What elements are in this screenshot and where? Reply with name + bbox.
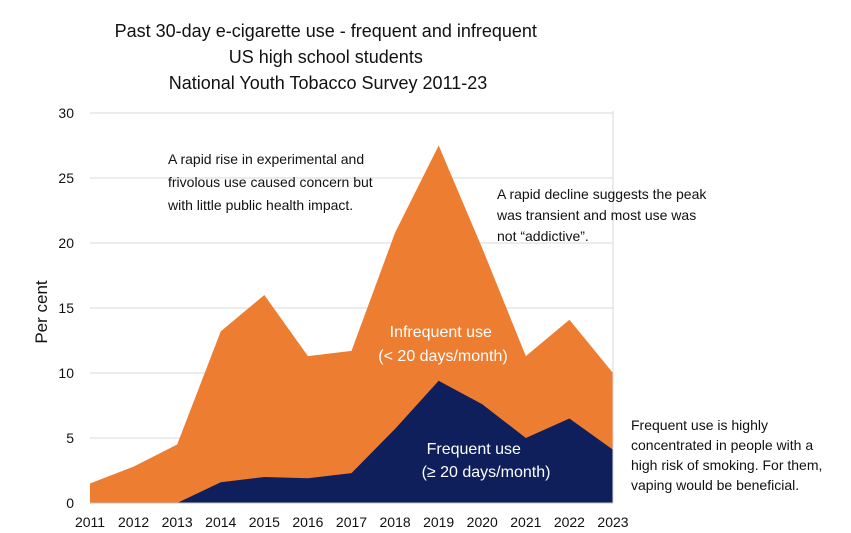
- y-tick-label: 10: [58, 365, 74, 381]
- x-tick-label: 2017: [336, 514, 367, 530]
- x-axis-ticks: 2011 2012 2013 2014 2015 2016 2017 2018 2019 2020…: [75, 514, 629, 530]
- annotation-line: vaping would be beneficial.: [631, 477, 799, 493]
- series-label-line: Frequent use: [427, 441, 521, 458]
- annotation-line: with little public health impact.: [167, 197, 353, 213]
- x-tick-label: 2022: [554, 514, 585, 530]
- annotation-line: Frequent use is highly: [631, 417, 768, 433]
- x-tick-label: 2016: [292, 514, 323, 530]
- x-tick-label: 2012: [118, 514, 149, 530]
- x-tick-label: 2011: [75, 514, 105, 530]
- annotation-line: concentrated in people with a: [631, 437, 813, 453]
- y-tick-label: 25: [58, 170, 74, 186]
- x-tick-label: 2018: [380, 514, 411, 530]
- x-tick-label: 2023: [597, 514, 628, 530]
- series-label-infrequent: Infrequent use (< 20 days/month): [378, 324, 507, 365]
- chart-title-line: Past 30-day e-cigarette use - frequent a…: [115, 21, 537, 41]
- y-tick-label: 15: [58, 300, 74, 316]
- chart-title: Past 30-day e-cigarette use - frequent a…: [115, 21, 542, 93]
- x-tick-label: 2013: [162, 514, 193, 530]
- series-label-line: Infrequent use: [390, 324, 492, 341]
- x-tick-label: 2015: [249, 514, 280, 530]
- annotation-line: A rapid rise in experimental and: [168, 151, 364, 167]
- annotation-rise: A rapid rise in experimental and frivolo…: [167, 151, 377, 213]
- y-axis-ticks: 0 5 10 15 20 25 30: [58, 105, 74, 511]
- chart-title-line: US high school students: [229, 47, 423, 67]
- areas: [90, 145, 613, 504]
- x-tick-label: 2020: [467, 514, 498, 530]
- y-tick-label: 0: [66, 495, 74, 511]
- series-label-line: (< 20 days/month): [378, 348, 507, 365]
- annotation-decline: A rapid decline suggests the peak was tr…: [496, 186, 711, 244]
- x-tick-label: 2019: [423, 514, 454, 530]
- annotation-line: frivolous use caused concern but: [168, 174, 373, 190]
- annotation-line: not “addictive”.: [497, 228, 589, 244]
- annotation-line: was transient and most use was: [496, 207, 696, 223]
- chart-title-line: National Youth Tobacco Survey 2011-23: [169, 73, 488, 93]
- y-tick-label: 5: [66, 430, 74, 446]
- series-label-line: (≥ 20 days/month): [422, 464, 551, 481]
- annotation-line: high risk of smoking. For them,: [631, 457, 822, 473]
- series-label-frequent: Frequent use (≥ 20 days/month): [422, 441, 551, 481]
- y-axis-label: Per cent: [32, 280, 51, 344]
- y-tick-label: 30: [58, 105, 74, 121]
- x-tick-label: 2021: [510, 514, 541, 530]
- annotation-line: A rapid decline suggests the peak: [497, 186, 707, 202]
- area-frequent-use: [90, 380, 613, 503]
- y-tick-label: 20: [58, 235, 74, 251]
- x-tick-label: 2014: [205, 514, 236, 530]
- annotation-frequent: Frequent use is highly concentrated in p…: [631, 417, 827, 493]
